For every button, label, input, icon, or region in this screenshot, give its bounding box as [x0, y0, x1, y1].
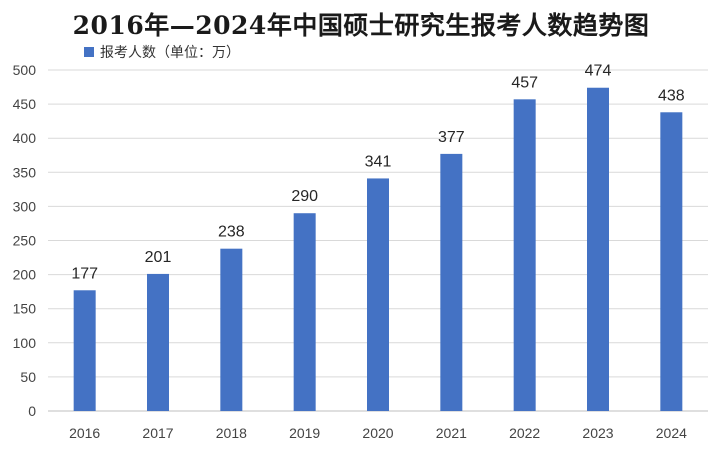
y-tick-label: 100 — [13, 335, 37, 351]
bar — [513, 99, 536, 412]
bar — [293, 213, 316, 411]
data-label: 457 — [511, 74, 538, 91]
data-label: 177 — [71, 265, 98, 282]
x-tick-label: 2021 — [436, 425, 467, 441]
data-label: 290 — [291, 188, 318, 205]
y-tick-label: 50 — [20, 369, 36, 385]
data-label: 474 — [585, 63, 612, 80]
data-label: 201 — [145, 249, 172, 266]
bar — [587, 87, 609, 412]
y-tick-label: 300 — [13, 198, 37, 214]
y-tick-label: 0 — [28, 403, 36, 419]
x-tick-label: 2019 — [289, 425, 320, 441]
legend-label: 报考人数（单位：万） — [100, 45, 240, 61]
x-tick-label: 2022 — [509, 425, 540, 441]
x-tick-label: 2020 — [362, 425, 393, 441]
x-tick-label: 2016 — [69, 425, 100, 441]
y-tick-label: 450 — [13, 96, 37, 112]
y-tick-label: 150 — [13, 301, 37, 317]
y-tick-label: 200 — [13, 267, 37, 283]
data-label: 238 — [218, 224, 245, 241]
bar — [440, 153, 463, 412]
bar — [73, 290, 96, 411]
legend-swatch — [84, 47, 94, 57]
y-tick-label: 250 — [13, 233, 37, 249]
x-tick-label: 2018 — [216, 425, 247, 441]
x-tick-label: 2024 — [656, 425, 687, 441]
y-tick-label: 400 — [13, 130, 37, 146]
legend: 报考人数（单位：万） — [84, 42, 240, 62]
y-tick-label: 350 — [13, 164, 37, 180]
bar — [147, 273, 169, 411]
bar — [220, 248, 243, 411]
x-tick-label: 2023 — [582, 425, 613, 441]
x-tick-label: 2017 — [142, 425, 173, 441]
chart-title: 2016年—2024年中国硕士研究生报考人数趋势图 — [72, 11, 650, 40]
bar — [367, 178, 389, 411]
data-label: 377 — [438, 129, 465, 146]
bar — [660, 112, 683, 411]
y-tick-label: 500 — [13, 62, 37, 78]
data-label: 438 — [658, 87, 685, 104]
data-label: 341 — [365, 153, 392, 170]
